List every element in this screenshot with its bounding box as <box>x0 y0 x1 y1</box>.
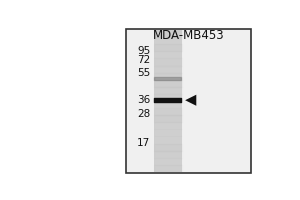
Text: 72: 72 <box>137 55 150 65</box>
Polygon shape <box>185 95 196 106</box>
Text: MDA-MB453: MDA-MB453 <box>153 29 224 42</box>
Bar <box>38 24 126 178</box>
Bar <box>154 30 182 172</box>
Text: 55: 55 <box>137 68 150 78</box>
Text: 36: 36 <box>137 95 150 105</box>
Text: 17: 17 <box>137 138 150 148</box>
Text: 28: 28 <box>137 109 150 119</box>
Bar <box>126 29 251 173</box>
Text: 95: 95 <box>137 46 150 56</box>
